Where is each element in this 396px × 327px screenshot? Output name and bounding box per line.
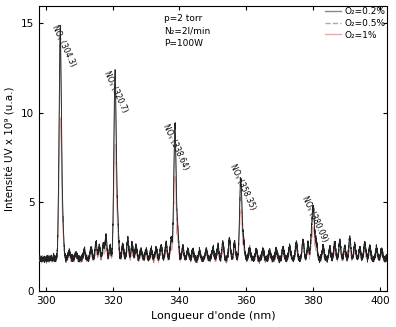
O₂=0.2% [58,23,63,27]
O₂=0.5% [296,253,301,257]
O₂=0.5% [263,259,268,263]
O₂=0.5% [100,249,105,253]
Y-axis label: Intensité UV x 10⁹ (u.a.): Intensité UV x 10⁹ (u.a.) [6,86,15,211]
O₂=0.5% [37,257,42,261]
O₂=0.2% [263,255,268,259]
O₂=0.5% [322,254,327,258]
O₂=1% [37,258,42,262]
O₂=1% [245,257,250,261]
O₂=1% [384,258,389,262]
O₂=0.5% [245,257,250,261]
Line: O₂=1%: O₂=1% [39,118,386,263]
O₂=1% [296,254,301,258]
O₂=0.2% [277,261,282,265]
Text: p=2 torr
N₂=2l/min
P=100W: p=2 torr N₂=2l/min P=100W [164,14,211,48]
Legend: O₂=0.2%, O₂=0.5%, O₂=1%: O₂=0.2%, O₂=0.5%, O₂=1% [324,7,385,40]
O₂=0.2% [245,256,250,260]
O₂=1% [322,257,327,261]
O₂=1% [263,254,268,258]
O₂=0.2% [169,234,174,238]
Line: O₂=0.2%: O₂=0.2% [39,25,386,263]
O₂=0.5% [257,262,262,266]
Text: NOᵧ (380.09): NOᵧ (380.09) [300,195,329,243]
X-axis label: Longueur d'onde (nm): Longueur d'onde (nm) [150,311,275,321]
Line: O₂=0.5%: O₂=0.5% [39,45,386,264]
Text: NOᵧ (304.3): NOᵧ (304.3) [50,23,77,67]
Text: NOᵧ (338.64): NOᵧ (338.64) [162,123,190,172]
O₂=1% [58,116,63,120]
O₂=0.2% [37,256,42,260]
O₂=1% [169,247,174,250]
O₂=0.5% [58,43,63,47]
O₂=0.2% [322,252,327,256]
O₂=0.2% [384,258,389,262]
Text: NOᵧ (358.35): NOᵧ (358.35) [228,162,257,211]
O₂=0.5% [384,257,389,261]
Text: NOᵧ (320.7): NOᵧ (320.7) [102,70,129,114]
O₂=1% [100,251,105,255]
O₂=0.2% [296,258,301,262]
O₂=0.2% [100,246,105,250]
O₂=1% [40,261,44,265]
O₂=0.5% [169,242,174,246]
